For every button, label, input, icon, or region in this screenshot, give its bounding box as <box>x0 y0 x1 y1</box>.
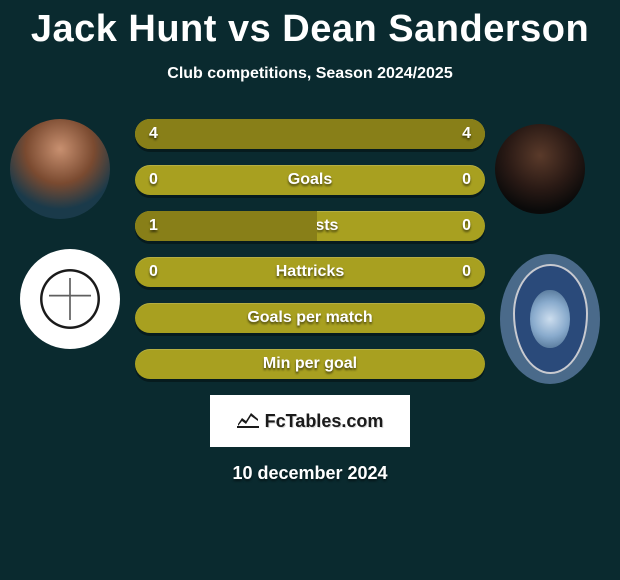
stat-value-left: 1 <box>149 217 158 235</box>
stat-fill-right <box>310 119 485 149</box>
club-left-badge <box>20 249 120 349</box>
stat-value-right: 0 <box>462 171 471 189</box>
stat-bar: 4Matches4 <box>135 119 485 149</box>
stat-fill-left <box>135 211 317 241</box>
club-right-badge <box>500 254 600 384</box>
stat-bar: Min per goal <box>135 349 485 379</box>
stat-bar: 1Assists0 <box>135 211 485 241</box>
stat-fill-left <box>135 119 310 149</box>
stat-label: Goals <box>288 171 332 189</box>
site-logo-text: FcTables.com <box>265 411 384 432</box>
stat-value-right: 0 <box>462 217 471 235</box>
comparison-panel: 4Matches40Goals01Assists00Hattricks0Goal… <box>0 119 620 484</box>
stat-bar: 0 Hattricks 0 <box>135 257 485 287</box>
player-left-avatar <box>10 119 110 219</box>
stat-bars: 4Matches40Goals01Assists00Hattricks0Goal… <box>135 119 485 379</box>
stat-value-right: 0 <box>462 263 471 281</box>
page-subtitle: Club competitions, Season 2024/2025 <box>0 65 620 83</box>
page-title: Jack Hunt vs Dean Sanderson <box>0 0 620 51</box>
stat-value-left: 4 <box>149 125 158 143</box>
stat-label: Min per goal <box>263 355 357 373</box>
stat-bar: Goals per match <box>135 303 485 333</box>
player-right-avatar <box>495 124 585 214</box>
site-logo: FcTables.com <box>210 395 410 447</box>
chart-icon <box>237 410 259 433</box>
stat-bar: 0 Goals 0 <box>135 165 485 195</box>
snapshot-date: 10 december 2024 <box>0 463 620 484</box>
stat-value-left: 0 <box>149 263 158 281</box>
stat-value-left: 0 <box>149 171 158 189</box>
stat-label: Hattricks <box>276 263 344 281</box>
stat-value-right: 4 <box>462 125 471 143</box>
stat-label: Goals per match <box>247 309 372 327</box>
